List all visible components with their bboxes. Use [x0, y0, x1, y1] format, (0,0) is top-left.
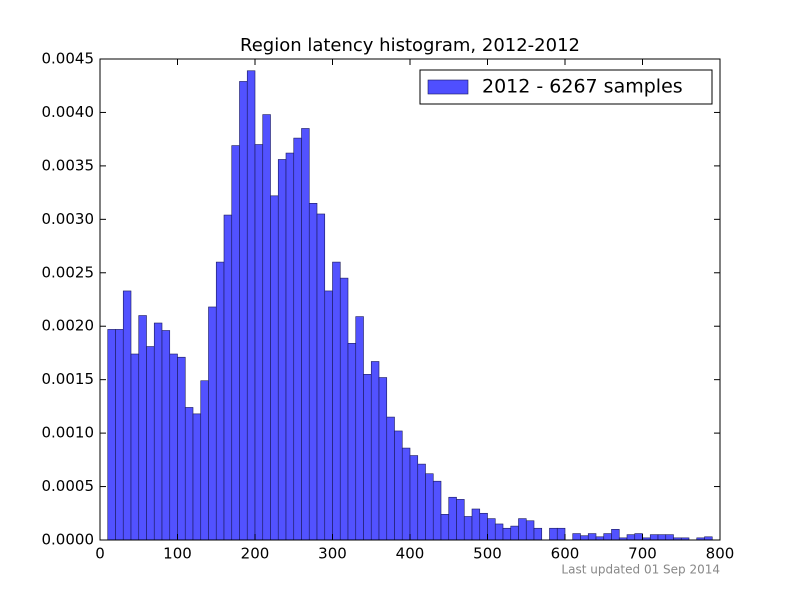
- bar: [200, 380, 209, 541]
- x-tick-label: 300: [318, 545, 347, 563]
- bar: [215, 261, 225, 541]
- bar: [502, 527, 512, 541]
- bar: [347, 343, 357, 541]
- bar: [324, 290, 333, 541]
- bar: [665, 534, 674, 541]
- bar: [161, 330, 171, 541]
- bar: [634, 533, 643, 541]
- bar: [254, 144, 264, 541]
- bar: [401, 447, 411, 541]
- bar: [107, 329, 116, 541]
- bar: [432, 480, 442, 541]
- legend-swatch: [427, 79, 469, 95]
- x-tick-label: 600: [551, 545, 580, 563]
- bar: [440, 514, 450, 541]
- bar: [456, 499, 465, 541]
- bar: [339, 277, 349, 541]
- bar: [626, 534, 636, 541]
- bar: [580, 535, 589, 541]
- bar: [177, 356, 186, 541]
- bar: [355, 316, 364, 541]
- bar: [518, 518, 527, 541]
- bar: [184, 407, 194, 541]
- bar: [556, 527, 566, 541]
- bar: [277, 159, 287, 541]
- bar: [587, 533, 597, 541]
- y-tick-label: 0.0045: [42, 50, 95, 68]
- legend-box: [419, 69, 713, 105]
- x-tick-label: 700: [628, 545, 657, 563]
- y-tick-label: 0.0015: [42, 370, 95, 388]
- bar: [332, 261, 341, 541]
- bar: [386, 416, 395, 541]
- bar: [487, 518, 496, 541]
- bar: [463, 516, 473, 541]
- bar: [657, 534, 667, 541]
- bar: [370, 361, 380, 541]
- y-tick-label: 0.0005: [42, 477, 95, 495]
- y-tick-label: 0.0025: [42, 263, 95, 281]
- bar: [549, 527, 558, 541]
- bar: [246, 70, 256, 541]
- bar: [169, 353, 178, 541]
- bar: [533, 527, 543, 541]
- bar: [479, 512, 488, 541]
- bar: [649, 534, 659, 541]
- bar: [603, 533, 612, 541]
- bar: [115, 329, 124, 541]
- bar: [525, 520, 535, 541]
- bar: [363, 374, 372, 541]
- bar: [223, 214, 233, 541]
- bar: [153, 322, 163, 541]
- bar: [192, 413, 202, 541]
- bar: [409, 455, 419, 541]
- bar: [301, 128, 310, 541]
- bar: [138, 315, 147, 541]
- bar: [293, 137, 302, 541]
- x-tick-label: 400: [396, 545, 425, 563]
- bar: [417, 463, 426, 541]
- footer: Last updated 01 Sep 2014: [561, 563, 720, 577]
- bar: [572, 533, 581, 541]
- x-tick-label: 800: [706, 545, 735, 563]
- plot-frame: [99, 58, 721, 541]
- bar: [308, 203, 318, 541]
- y-tick-label: 0.0040: [42, 103, 95, 121]
- bar: [208, 306, 217, 541]
- bar: [611, 529, 620, 541]
- y-tick-label: 0.0035: [42, 156, 95, 174]
- y-tick-label: 0.0030: [42, 210, 95, 228]
- y-tick-label: 0.0010: [42, 424, 95, 442]
- bar: [425, 473, 434, 541]
- bar: [471, 508, 481, 541]
- bar: [270, 195, 279, 541]
- bar: [122, 290, 132, 541]
- x-tick-label: 100: [163, 545, 192, 563]
- bar: [510, 525, 519, 541]
- y-tick-label: 0.0020: [42, 317, 95, 335]
- x-tick-label: 500: [473, 545, 502, 563]
- x-tick-label: 0: [95, 545, 105, 563]
- bar: [231, 145, 240, 541]
- bar: [239, 81, 248, 541]
- bar: [146, 346, 155, 541]
- bar: [262, 114, 271, 541]
- bar: [285, 152, 295, 541]
- chart-title: Region latency histogram, 2012-2012: [240, 35, 580, 56]
- bar: [448, 496, 457, 541]
- y-tick-label: 0.0000: [42, 531, 95, 549]
- x-tick-label: 200: [241, 545, 270, 563]
- bar: [394, 430, 403, 541]
- bar: [130, 353, 140, 541]
- legend-label: 2012 - 6267 samples: [482, 76, 683, 98]
- bar: [494, 523, 504, 541]
- bar: [316, 213, 326, 541]
- bar: [378, 377, 388, 541]
